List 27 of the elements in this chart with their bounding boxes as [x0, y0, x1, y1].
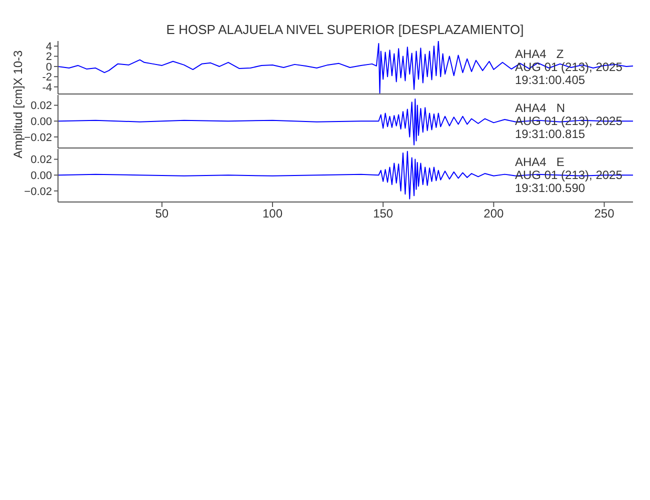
y-tick-label: -2: [42, 72, 52, 84]
y-tick-label: 0.00: [30, 170, 52, 182]
y-tick-label: 0: [46, 61, 52, 74]
x-tick-label: 250: [594, 206, 615, 221]
annotation: 19:31:00.815: [515, 127, 586, 141]
y-axis-title: Amplitud [cm]: [11, 85, 25, 158]
y-tick-label: −0.02: [24, 186, 52, 198]
y-axis-title: X 10-3: [11, 50, 25, 86]
annotation: AHA4 Z: [515, 47, 565, 61]
annotation: AHA4 E: [515, 155, 566, 169]
x-tick-label: 200: [484, 206, 504, 221]
line-series: [58, 150, 633, 200]
y-tick-label: 4: [46, 41, 52, 53]
x-tick-label: 150: [373, 206, 394, 221]
line-series: [58, 98, 633, 146]
chart-title: E HOSP ALAJUELA NIVEL SUPERIOR [DESPLAZAMIENTO]: [165, 22, 525, 37]
y-tick-label: 0.02: [30, 100, 52, 112]
y-tick-label: 0.00: [30, 116, 52, 128]
y-tick-label: −0.02: [24, 132, 52, 144]
y-tick-label: 2: [46, 51, 52, 64]
y-tick-label: -4: [42, 82, 52, 94]
annotation: 19:31:00.590: [515, 181, 586, 195]
x-tick-label: 100: [262, 206, 283, 221]
annotation: 19:31:00.405: [515, 73, 586, 87]
x-tick-label: 50: [155, 206, 169, 221]
y-tick-label: 0.02: [30, 154, 52, 166]
annotation: AHA4 N: [515, 101, 566, 115]
